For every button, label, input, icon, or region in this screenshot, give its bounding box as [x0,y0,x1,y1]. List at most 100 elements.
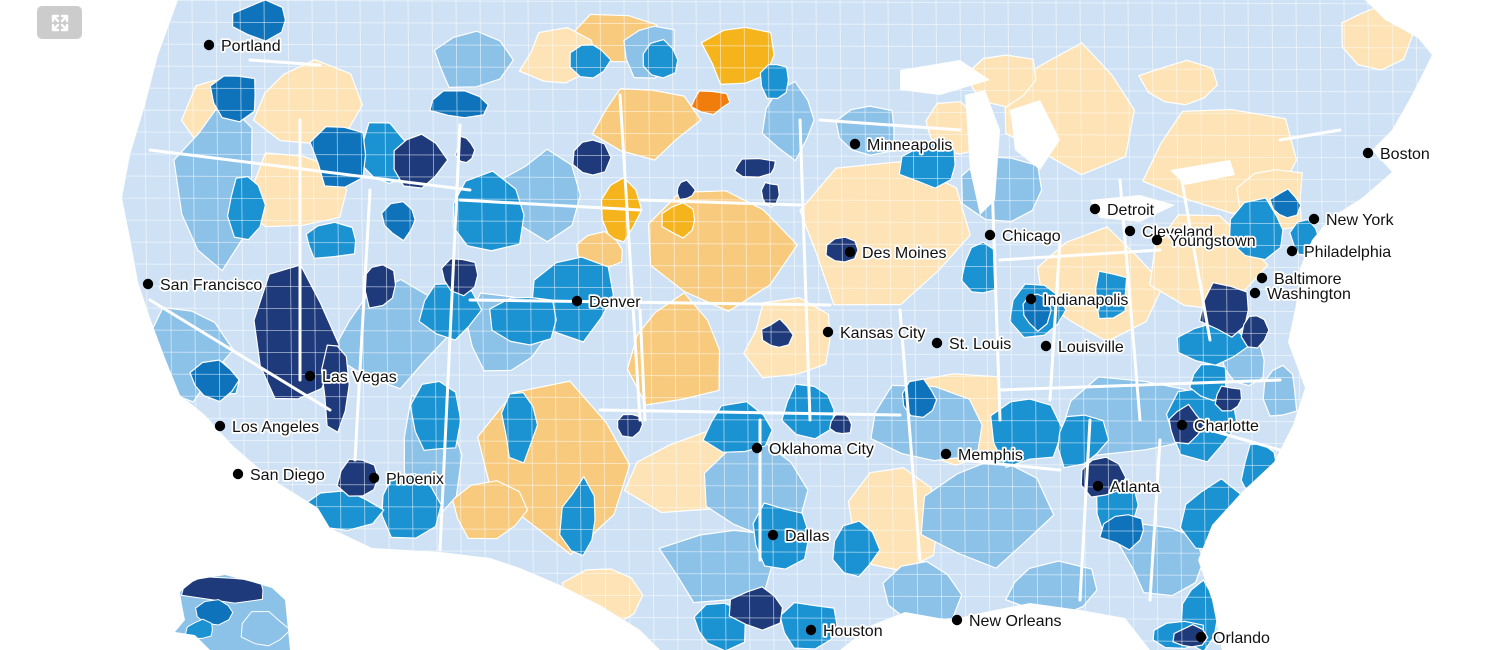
county-region[interactable] [1262,364,1298,417]
county-region[interactable] [759,64,790,100]
city-marker[interactable]: Denver [571,292,643,313]
city-dot [1176,419,1188,431]
county-region[interactable] [305,221,357,259]
county-border [671,0,679,650]
city-label: Washington [1267,286,1351,303]
county-border [911,0,919,650]
great-lake [965,90,1000,215]
city-marker[interactable]: Dallas [767,526,831,547]
county-region[interactable] [733,157,777,178]
county-region[interactable] [393,133,449,189]
county-region[interactable] [1240,315,1270,349]
county-region[interactable] [1137,59,1219,106]
county-region[interactable] [240,611,290,647]
city-marker[interactable]: Houston [805,621,884,642]
county-region[interactable] [728,586,784,631]
county-border [1079,0,1087,650]
city-label: Orlando [1213,630,1270,647]
county-region[interactable] [381,473,442,539]
county-region[interactable] [242,538,283,580]
city-marker[interactable]: Minneapolis [849,135,954,156]
county-border [575,0,583,650]
county-border [623,0,631,650]
county-region[interactable] [559,475,596,557]
city-label: Detroit [1107,202,1155,219]
county-border [122,109,1432,115]
city-marker[interactable]: St. Louis [931,334,1013,355]
county-region[interactable] [616,413,644,439]
city-marker[interactable]: Orlando [1195,628,1272,649]
city-label: Boston [1380,146,1430,163]
city-marker[interactable]: Chicago [984,226,1063,247]
county-region[interactable] [661,202,696,239]
state-border [458,198,642,212]
city-marker[interactable]: Indianapolis [1025,290,1130,311]
county-region[interactable] [500,392,539,464]
city-dot [951,614,963,626]
county-region[interactable] [1228,197,1284,261]
expand-arrows-icon [50,13,70,33]
county-border [122,373,1432,379]
city-marker[interactable]: Los Angeles [214,417,321,438]
county-border [122,395,1432,401]
city-dot [751,442,763,454]
city-marker[interactable]: Louisville [1040,337,1126,358]
city-marker[interactable]: Baltimore [1256,269,1343,290]
city-marker[interactable]: Charlotte [1176,416,1261,437]
county-region[interactable] [262,545,335,592]
county-region[interactable] [752,502,810,570]
county-border [122,175,1432,181]
county-region[interactable] [253,264,340,400]
county-region[interactable] [440,258,479,297]
city-marker[interactable]: Atlanta [1092,477,1162,498]
county-border [122,241,1432,247]
city-label: Louisville [1058,339,1124,356]
city-marker[interactable]: Washington [1249,284,1353,305]
county-border [719,0,727,650]
great-lake [1170,160,1235,185]
county-region[interactable] [990,398,1064,469]
city-marker[interactable]: Memphis [940,445,1025,466]
county-region[interactable] [626,292,721,406]
county-region[interactable] [642,38,679,79]
county-region[interactable] [1095,270,1128,320]
city-marker[interactable]: Portland [203,36,282,57]
city-marker[interactable]: Philadelphia [1286,242,1393,263]
city-marker[interactable]: New York [1308,210,1396,231]
city-dot [1249,287,1261,299]
city-marker[interactable]: San Francisco [142,275,264,296]
county-region[interactable] [226,176,267,241]
city-dot [1362,147,1374,159]
city-marker[interactable]: New Orleans [951,611,1063,632]
fullscreen-button[interactable] [37,6,82,39]
county-region[interactable] [676,179,697,201]
county-region[interactable] [185,618,213,639]
county-region[interactable] [700,26,775,86]
county-region[interactable] [195,599,234,626]
city-marker[interactable]: Des Moines [844,243,948,264]
state-border [618,93,642,422]
county-border [743,0,751,650]
county-region[interactable] [870,384,983,462]
county-region[interactable] [960,241,997,294]
county-region[interactable] [1118,523,1205,597]
county-region[interactable] [920,457,1055,569]
county-border [122,131,1432,137]
city-dot [1092,480,1104,492]
city-marker[interactable]: Kansas City [822,323,927,344]
county-region[interactable] [231,0,287,42]
city-marker[interactable]: Oklahoma City [751,439,876,460]
city-marker[interactable]: Phoenix [368,469,446,490]
city-marker[interactable]: Las Vegas [304,367,398,388]
county-border [1151,0,1159,650]
city-dot [822,326,834,338]
city-marker[interactable]: Boston [1362,144,1432,165]
county-region[interactable] [212,481,293,548]
county-region[interactable] [1057,414,1110,469]
city-marker[interactable]: Youngstown [1151,231,1257,252]
city-marker[interactable]: Detroit [1089,200,1156,221]
county-region[interactable] [1269,188,1302,219]
county-region[interactable] [760,318,794,348]
city-marker[interactable]: San Diego [232,465,327,486]
